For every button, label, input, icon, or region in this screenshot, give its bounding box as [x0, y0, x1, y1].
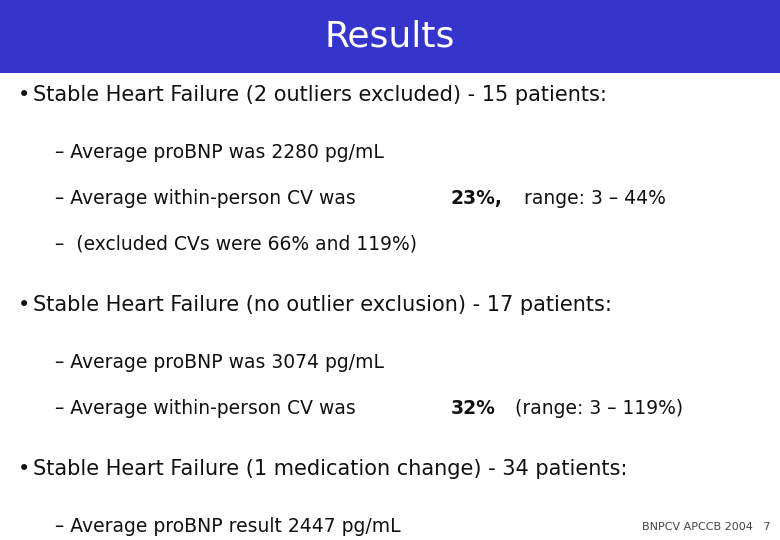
Text: range: 3 – 44%: range: 3 – 44%: [518, 189, 665, 208]
Text: •: •: [18, 295, 30, 315]
Text: (range: 3 – 119%): (range: 3 – 119%): [509, 399, 682, 418]
Text: 23%,: 23%,: [451, 189, 502, 208]
Text: Results: Results: [324, 19, 456, 53]
Text: – Average within-person CV was: – Average within-person CV was: [55, 189, 362, 208]
Text: •: •: [18, 459, 30, 479]
Text: Stable Heart Failure (2 outliers excluded) - 15 patients:: Stable Heart Failure (2 outliers exclude…: [33, 85, 607, 105]
Text: •: •: [18, 85, 30, 105]
Text: Stable Heart Failure (1 medication change) - 34 patients:: Stable Heart Failure (1 medication chang…: [33, 459, 627, 479]
Text: – Average proBNP was 2280 pg/mL: – Average proBNP was 2280 pg/mL: [55, 143, 384, 162]
Bar: [0, 0, 780, 73]
Text: – Average proBNP result 2447 pg/mL: – Average proBNP result 2447 pg/mL: [55, 517, 401, 536]
Text: BNPCV APCCB 2004   7: BNPCV APCCB 2004 7: [641, 522, 770, 532]
Text: 32%: 32%: [451, 399, 495, 418]
Text: Stable Heart Failure (no outlier exclusion) - 17 patients:: Stable Heart Failure (no outlier exclusi…: [33, 295, 612, 315]
Text: – Average within-person CV was: – Average within-person CV was: [55, 399, 362, 418]
Text: –  (excluded CVs were 66% and 119%): – (excluded CVs were 66% and 119%): [55, 235, 417, 254]
Text: – Average proBNP was 3074 pg/mL: – Average proBNP was 3074 pg/mL: [55, 353, 384, 372]
